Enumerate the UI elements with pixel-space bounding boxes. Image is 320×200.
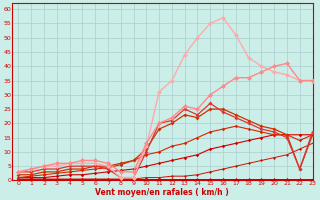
X-axis label: Vent moyen/en rafales ( km/h ): Vent moyen/en rafales ( km/h ) (95, 188, 229, 197)
